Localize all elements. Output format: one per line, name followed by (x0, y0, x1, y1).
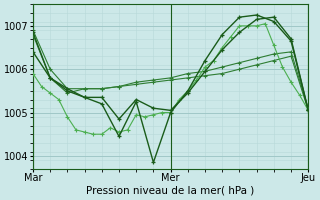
X-axis label: Pression niveau de la mer( hPa ): Pression niveau de la mer( hPa ) (86, 186, 255, 196)
